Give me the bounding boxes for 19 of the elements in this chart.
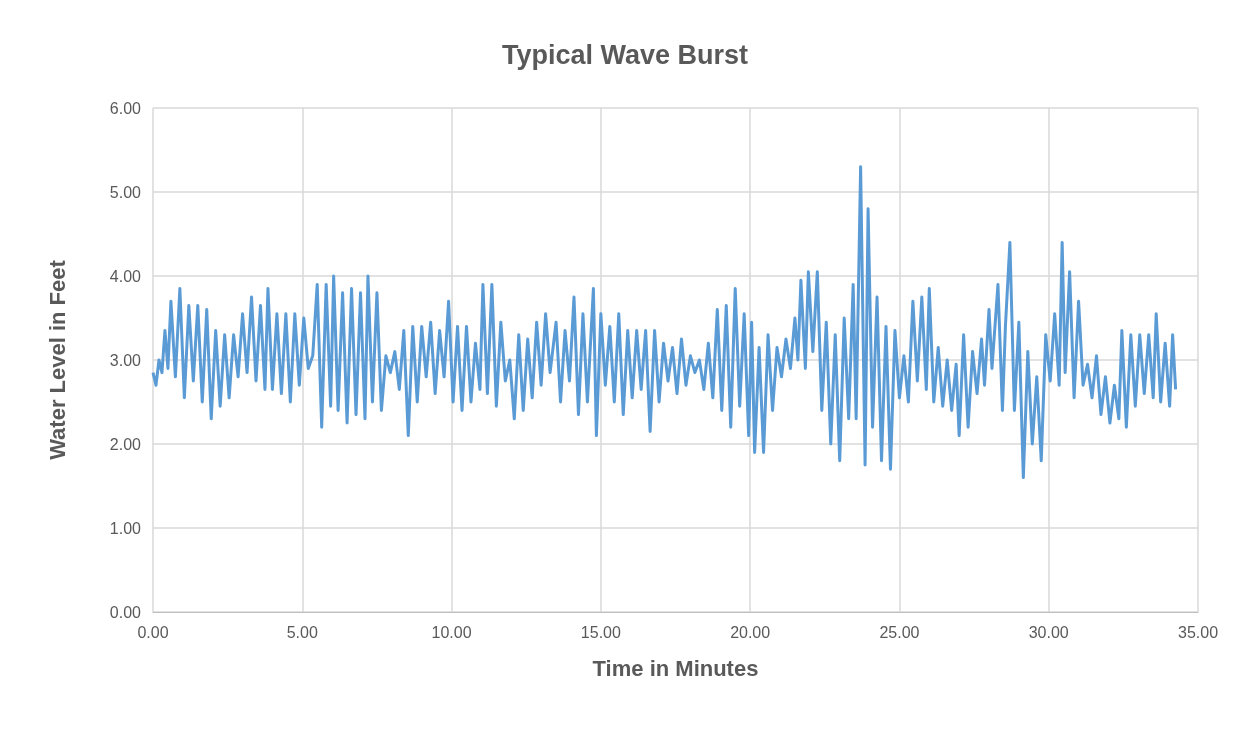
- y-axis-title: Water Level in Feet: [44, 259, 70, 460]
- x-tick-label: 15.00: [580, 623, 621, 641]
- x-tick-label: 10.00: [431, 623, 472, 641]
- y-tick-label: 4.00: [109, 267, 142, 285]
- y-tick-label: 2.00: [109, 435, 142, 453]
- y-tick-label: 3.00: [109, 351, 142, 369]
- x-tick-label: 30.00: [1028, 623, 1069, 641]
- x-tick-label: 5.00: [286, 623, 318, 641]
- line-series: [151, 165, 1178, 480]
- y-tick-label: 0.00: [109, 603, 142, 621]
- x-axis-title: Time in Minutes: [592, 655, 759, 681]
- x-tick-label: 0.00: [137, 623, 169, 641]
- y-tick-label: 5.00: [109, 183, 142, 201]
- x-tick-label: 20.00: [730, 623, 771, 641]
- x-tick-label: 25.00: [879, 623, 920, 641]
- chart-title: Typical Wave Burst: [501, 39, 749, 70]
- y-tick-label: 1.00: [109, 519, 142, 537]
- x-tick-label: 35.00: [1177, 623, 1219, 641]
- y-tick-label: 6.00: [109, 99, 142, 117]
